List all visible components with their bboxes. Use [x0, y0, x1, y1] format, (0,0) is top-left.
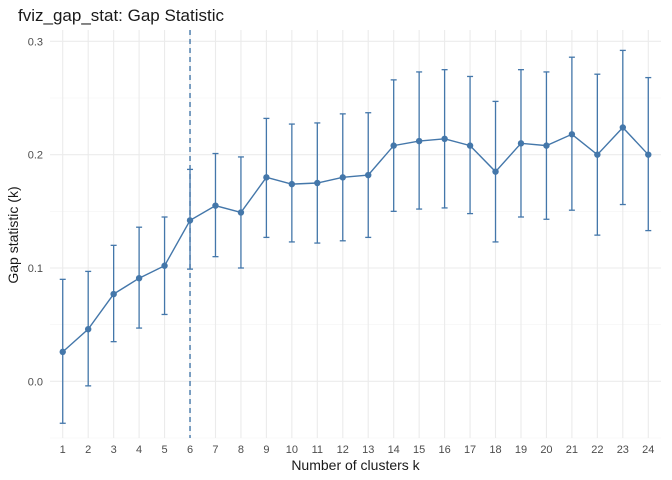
data-points — [59, 124, 652, 356]
data-point — [543, 142, 550, 149]
x-tick-label: 16 — [438, 444, 450, 456]
x-tick-label: 18 — [489, 444, 501, 456]
data-point — [594, 151, 601, 158]
y-axis-title: Gap statistic (k) — [5, 186, 21, 283]
data-point — [415, 137, 423, 145]
data-point — [365, 171, 372, 179]
x-tick-label: 3 — [111, 444, 117, 456]
x-tick-label: 20 — [540, 444, 552, 456]
x-tick-label: 12 — [337, 444, 349, 456]
data-point — [161, 262, 168, 269]
x-tick-label: 6 — [187, 444, 193, 456]
x-axis-ticks: 1 2 3 4 5 6 7 8 9 10 11 12 13 14 15 16 17 18 19 20 21 22 23 24 — [60, 444, 655, 456]
x-tick-label: 22 — [591, 444, 603, 456]
data-point — [645, 151, 652, 158]
data-point — [492, 168, 499, 175]
error-bars — [59, 49, 652, 424]
y-tick-label: 0.3 — [28, 36, 43, 48]
x-tick-label: 17 — [464, 444, 476, 456]
x-tick-label: 14 — [388, 444, 400, 456]
x-tick-label: 13 — [362, 444, 374, 456]
x-tick-label: 15 — [413, 444, 425, 456]
x-axis-title: Number of clusters k — [291, 457, 420, 473]
x-tick-label: 5 — [162, 444, 168, 456]
data-point — [212, 202, 219, 209]
chart-title: fviz_gap_stat: Gap Statistic — [18, 6, 224, 25]
data-point — [135, 275, 143, 282]
data-point — [517, 140, 525, 147]
x-tick-label: 4 — [136, 444, 142, 456]
data-point — [237, 209, 245, 216]
data-point — [314, 179, 321, 187]
x-tick-label: 11 — [312, 444, 323, 456]
y-tick-label: 0.0 — [28, 376, 43, 388]
data-point — [466, 142, 474, 149]
series-line-layer — [62, 126, 649, 353]
x-tick-label: 10 — [286, 444, 298, 456]
data-point — [288, 180, 296, 188]
data-point — [339, 174, 346, 181]
data-point — [568, 131, 576, 138]
data-point — [390, 142, 397, 149]
x-tick-label: 21 — [566, 444, 578, 456]
data-point — [84, 326, 92, 333]
grid — [50, 30, 661, 439]
x-tick-label: 7 — [212, 444, 218, 456]
data-point — [619, 124, 627, 131]
y-axis-ticks: 0.0 0.1 0.2 0.3 — [28, 36, 43, 388]
data-point — [441, 135, 448, 142]
y-tick-label: 0.1 — [28, 263, 43, 275]
data-point — [186, 217, 194, 224]
x-tick-label: 1 — [60, 444, 66, 456]
x-tick-label: 23 — [617, 444, 629, 456]
y-tick-label: 0.2 — [28, 150, 43, 162]
series-line — [62, 126, 649, 353]
x-tick-label: 8 — [238, 444, 244, 456]
data-point — [59, 348, 66, 356]
x-tick-label: 19 — [515, 444, 527, 456]
x-tick-label: 24 — [642, 444, 654, 456]
data-point — [110, 290, 117, 298]
data-point — [263, 174, 270, 181]
x-tick-label: 9 — [263, 444, 269, 456]
x-tick-label: 2 — [85, 444, 91, 456]
